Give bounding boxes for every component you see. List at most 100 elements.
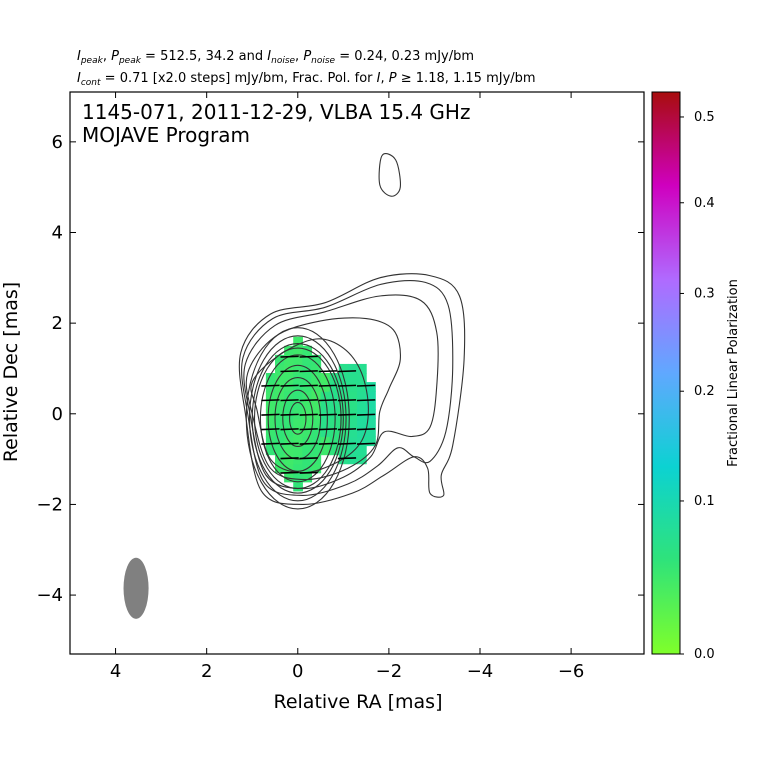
colorbar: 0.0 0.1 0.2 0.3 0.4 0.5 Fractional Linear Pol… [651, 91, 741, 662]
pol-pixel [357, 400, 367, 410]
evpa-tick [299, 428, 318, 431]
pol-pixel [311, 418, 322, 428]
pol-pixel [302, 427, 313, 438]
x-axis-label: Relative RA [mas] [273, 691, 442, 713]
colorbar-tick-label: 0.2 [694, 384, 715, 399]
x-axis-ticks: 4 2 0 −2 −4 −6 [110, 92, 585, 682]
pol-pixel [357, 445, 367, 456]
pol-pixel [265, 445, 276, 456]
pol-pixel [311, 354, 322, 365]
pol-pixel [275, 382, 285, 392]
contour [245, 317, 401, 481]
y-tick-label: 6 [52, 132, 63, 153]
pol-pixel [293, 382, 303, 392]
pol-pixel [293, 418, 303, 428]
pol-pixel [320, 436, 331, 447]
evpa-tick [299, 442, 318, 445]
pol-pixel [320, 418, 331, 428]
chart-title: 1145-071, 2011-12-29, VLBA 15.4 GHz [82, 100, 470, 124]
pol-pixel [366, 418, 376, 428]
pol-pixel [284, 445, 294, 456]
header-peak-noise: Ipeak, Ppeak = 512.5, 34.2 and Inoise, P… [77, 49, 475, 66]
contour [241, 279, 454, 496]
pol-pixel [284, 345, 294, 356]
contour [267, 364, 328, 472]
pol-pixel [347, 418, 358, 428]
pol-pixel [275, 373, 285, 383]
pol-pixel [366, 382, 376, 392]
pol-pixel [329, 436, 340, 447]
pol-pixel [302, 373, 313, 383]
pol-pixel [311, 463, 322, 474]
pol-pixel [275, 409, 285, 419]
evpa-tick [280, 413, 299, 416]
y-tick-label: 4 [52, 223, 63, 244]
evpa-tick [337, 428, 357, 431]
x-tick-label: −6 [558, 661, 585, 682]
evpa-tick [261, 413, 280, 416]
colorbar-ticks: 0.0 0.1 0.2 0.3 0.4 0.5 [680, 110, 715, 662]
pol-pixel [275, 391, 285, 401]
contour [243, 294, 439, 490]
pol-pixel [347, 363, 358, 374]
pol-pixel [302, 436, 313, 447]
y-tick-label: 0 [52, 404, 63, 425]
pol-pixel [311, 400, 322, 410]
pol-pixel [293, 345, 303, 356]
y-axis-label: Relative Dec [mas] [0, 282, 22, 462]
evpa-tick [280, 457, 299, 460]
evpa-tick [280, 384, 299, 387]
pol-pixel [284, 418, 294, 428]
pol-pixel [347, 427, 358, 438]
frac-threshold: ≥ 1.18, 1.15 mJy/bm [400, 71, 536, 86]
x-tick-label: −4 [467, 661, 494, 682]
pol-pixel [366, 436, 376, 447]
contour [289, 401, 307, 435]
beam-shape [123, 557, 149, 619]
pol-pixel [338, 400, 349, 410]
contour-text: = 0.71 [x2.0 steps] mJy/bm, Frac. Pol. f… [104, 71, 373, 86]
pol-pixel [293, 463, 303, 474]
evpa-tick [356, 413, 376, 416]
evpa-tick [337, 457, 357, 460]
colorbar-tick-label: 0.5 [694, 110, 715, 125]
pol-pixel [320, 427, 331, 438]
colorbar-gradient [651, 91, 681, 655]
pol-pixel [338, 445, 349, 456]
evpa-tick [356, 428, 376, 431]
y-tick-label: 2 [52, 313, 63, 334]
evpa-tick [318, 428, 337, 431]
pol-pixel [275, 454, 285, 465]
pol-pixel [284, 382, 294, 392]
pol-pixel [320, 400, 331, 410]
pol-pixel [311, 427, 322, 438]
evpa-tick [318, 399, 337, 402]
evpa-tick [356, 399, 376, 402]
pol-pixel [275, 354, 285, 365]
pol-pixel [302, 363, 313, 374]
pol-pixel [275, 400, 285, 410]
pol-pixel [293, 336, 303, 347]
evpa-tick [280, 355, 299, 358]
contour [282, 389, 314, 447]
pol-pixel [338, 427, 349, 438]
y-axis-ticks: −4 −2 0 2 4 6 [36, 132, 644, 606]
pol-pixel [347, 373, 358, 383]
pol-pixel [293, 445, 303, 456]
pol-pixel [347, 454, 358, 465]
pol-pixel [311, 382, 322, 392]
pol-pixel [275, 463, 285, 474]
evpa-tick [261, 384, 280, 387]
evpa-tick [280, 428, 299, 431]
colorbar-tick-label: 0.1 [694, 494, 715, 509]
pol-pixel [357, 382, 367, 392]
pol-pixel [366, 391, 376, 401]
pol-pixel [284, 373, 294, 383]
pol-pixel [293, 472, 303, 483]
evpa-tick [280, 370, 299, 373]
pol-pixel [275, 418, 285, 428]
pol-pixel [302, 345, 313, 356]
pol-pixel [275, 363, 285, 374]
pol-pixel [284, 400, 294, 410]
evpa-vectors [261, 355, 376, 474]
